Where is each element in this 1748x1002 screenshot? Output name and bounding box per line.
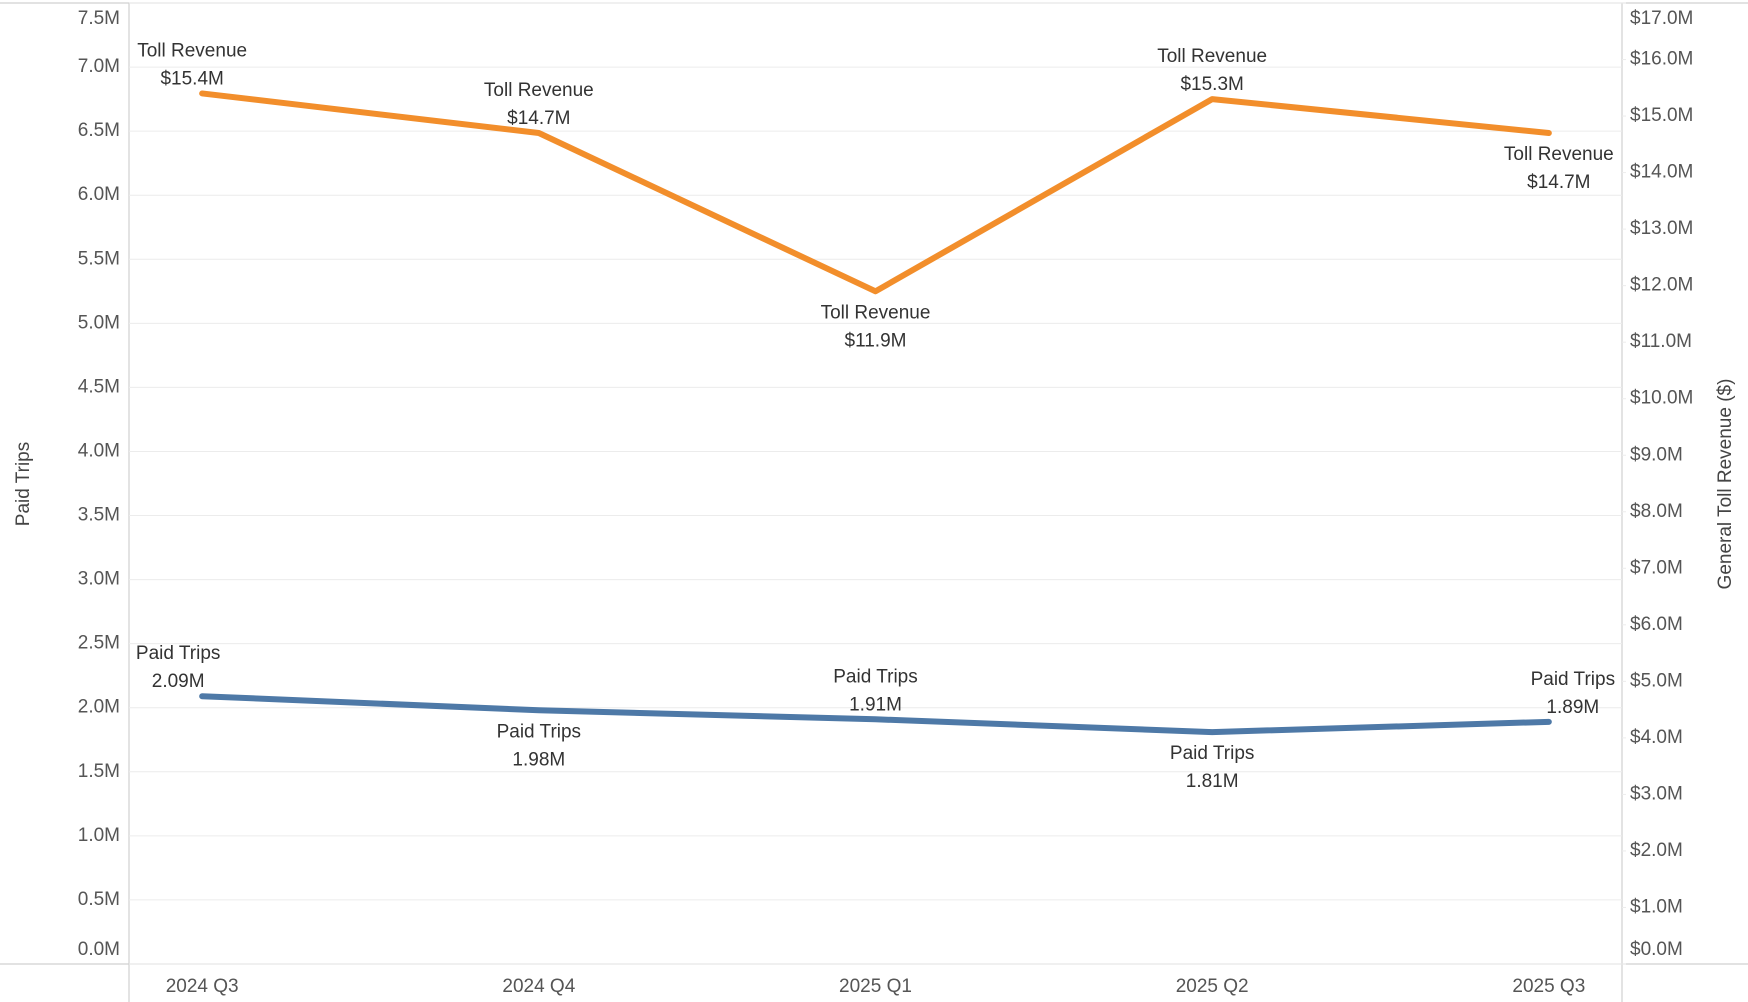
data-label: $15.3M [1180,74,1243,95]
data-label-name: Toll Revenue [821,302,931,323]
data-label: $14.7M [1527,172,1590,193]
y2-tick-label: $4.0M [1630,727,1683,748]
y2-tick-label: $9.0M [1630,444,1683,465]
data-label: $11.9M [845,330,907,351]
data-label-name: Paid Trips [1531,669,1615,690]
data-label-name: Paid Trips [833,666,917,687]
data-label-name: Toll Revenue [484,80,594,101]
data-label: 2.09M [152,671,205,692]
y2-tick-label: $12.0M [1630,275,1693,296]
y-tick-label: 6.0M [78,184,120,205]
data-label-name: Toll Revenue [1157,46,1267,67]
y2-tick-label: $14.0M [1630,162,1693,183]
y-tick-label: 1.0M [78,825,120,846]
y2-tick-label: $11.0M [1630,331,1692,352]
y-tick-label: 5.5M [78,248,120,269]
data-label: $15.4M [160,68,223,89]
y2-tick-label: $15.0M [1630,105,1693,126]
data-label: 1.98M [512,749,565,770]
y-tick-label: 6.5M [78,120,120,141]
y-tick-label: 5.0M [78,312,120,333]
y2-tick-label: $10.0M [1630,388,1693,409]
y-tick-label: 7.5M [78,8,120,29]
y2-tick-label: $2.0M [1630,840,1683,861]
y2-tick-label: $16.0M [1630,49,1693,70]
data-label: 1.91M [849,694,902,715]
line-series [199,90,1552,295]
y2-tick-label: $6.0M [1630,614,1683,635]
y2-tick-label: $17.0M [1630,8,1693,29]
data-label-name: Paid Trips [1170,743,1254,764]
data-label: $14.7M [507,108,570,129]
y-tick-label: 1.5M [78,761,120,782]
y2-tick-label: $1.0M [1630,896,1683,917]
x-tick-label: 2025 Q3 [1512,976,1585,997]
x-tick-label: 2024 Q3 [166,976,239,997]
y2-tick-label: $13.0M [1630,218,1693,239]
y-axis-title: Paid Trips [13,442,34,526]
data-label: 1.81M [1186,771,1239,792]
y-tick-label: 3.0M [78,569,120,590]
y2-tick-label: $0.0M [1630,939,1683,960]
line-series [199,693,1552,736]
data-label-name: Toll Revenue [1504,144,1614,165]
y-tick-label: 4.0M [78,440,120,461]
y-tick-label: 2.5M [78,633,120,654]
y-tick-label: 7.0M [78,56,120,77]
data-label-name: Toll Revenue [137,40,247,61]
y-tick-label: 4.5M [78,376,120,397]
y-tick-label: 2.0M [78,697,120,718]
y-tick-label: 3.5M [78,505,120,526]
y2-axis-title: General Toll Revenue ($) [1715,379,1736,590]
x-tick-label: 2025 Q2 [1176,976,1249,997]
x-tick-label: 2024 Q4 [502,976,575,997]
y2-tick-label: $8.0M [1630,501,1683,522]
y2-tick-label: $7.0M [1630,557,1683,578]
y2-tick-label: $5.0M [1630,670,1683,691]
y-tick-label: 0.5M [78,889,120,910]
y2-tick-label: $3.0M [1630,783,1683,804]
x-tick-label: 2025 Q1 [839,976,912,997]
y-tick-label: 0.0M [78,939,120,960]
data-label-name: Paid Trips [136,643,220,664]
data-label: 1.89M [1546,697,1599,718]
data-label-name: Paid Trips [497,721,581,742]
